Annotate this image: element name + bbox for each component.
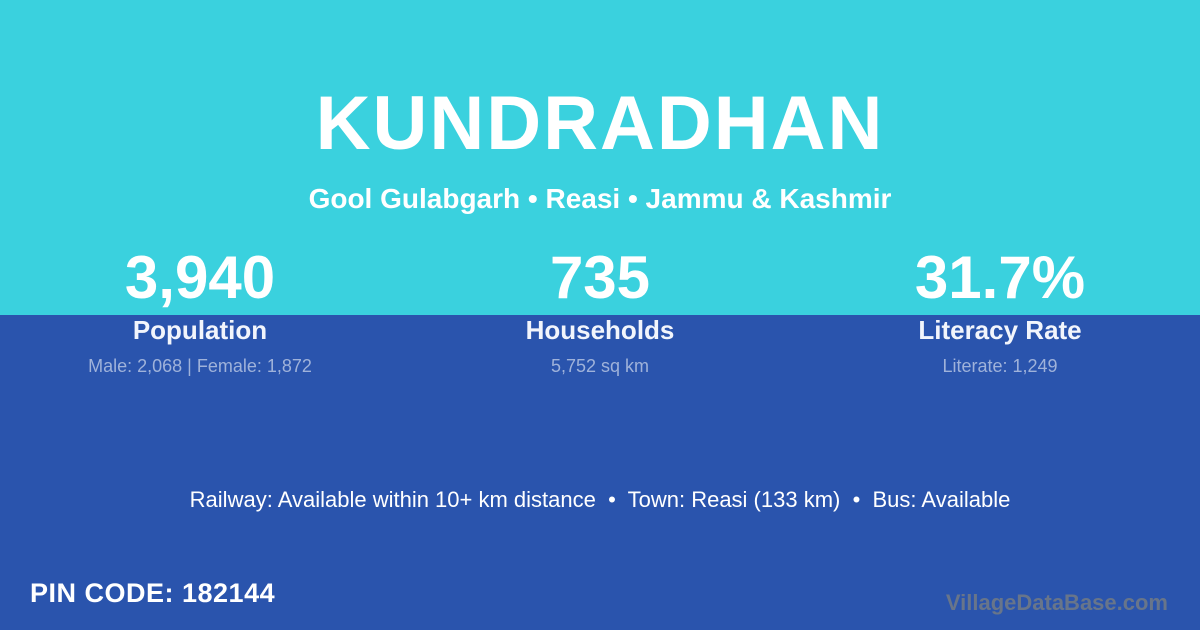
population-gender-breakdown: Male: 2,068 | Female: 1,872 (88, 356, 312, 376)
population-value: 3,940 (124, 244, 276, 311)
stat-population: 3,940 Population Male: 2,068 | Female: 1… (0, 246, 400, 377)
stats-row: 3,940 Population Male: 2,068 | Female: 1… (0, 246, 1200, 377)
households-value: 735 (549, 244, 651, 311)
site-watermark: VillageDataBase.com (945, 590, 1168, 615)
literacy-rate-label: Literacy Rate (918, 315, 1082, 345)
pin-code-text: PIN CODE: 182144 (30, 578, 276, 608)
literate-count: Literate: 1,249 (942, 356, 1058, 376)
area-value: 5,752 sq km (550, 356, 650, 376)
transport-info-line: Railway: Available within 10+ km distanc… (189, 487, 1011, 512)
households-label: Households (525, 315, 675, 345)
literacy-rate-value: 31.7% (914, 244, 1086, 311)
stat-households: 735 Households 5,752 sq km (400, 246, 800, 377)
location-breadcrumb: Gool Gulabgarh • Reasi • Jammu & Kashmir (308, 183, 892, 214)
stat-literacy: 31.7% Literacy Rate Literate: 1,249 (800, 246, 1200, 377)
top-band-background (0, 0, 1200, 315)
village-name-title: KUNDRADHAN (315, 81, 885, 166)
population-label: Population (132, 315, 268, 345)
